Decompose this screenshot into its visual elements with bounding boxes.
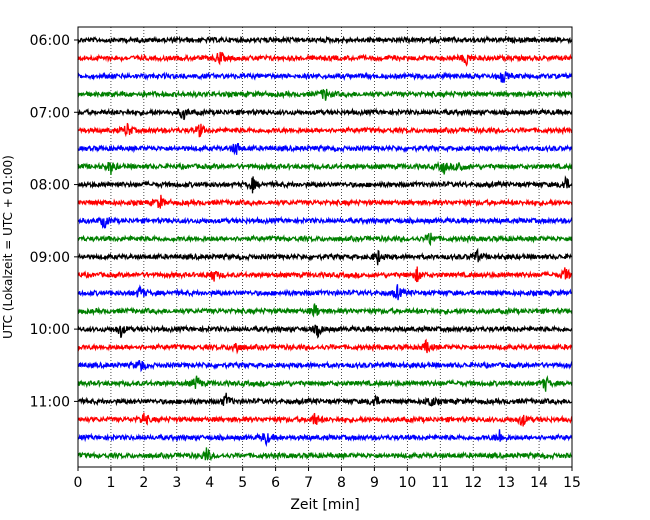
x-tick-label: 0	[74, 475, 83, 491]
x-tick-label: 15	[563, 475, 581, 491]
x-tick-label: 1	[106, 475, 115, 491]
x-tick-label: 2	[139, 475, 148, 491]
x-tick-label: 8	[337, 475, 346, 491]
x-axis: 0 1 2 3 4 5 6 7 8 9 10 11 12 13 14 15	[74, 467, 581, 491]
y-tick-label: 11:00	[30, 394, 70, 410]
trace-0600	[77, 34, 573, 45]
y-tick-label: 07:00	[30, 105, 70, 121]
trace-0945	[77, 303, 573, 318]
trace-0845	[77, 232, 573, 247]
x-axis-label: Zeit [min]	[290, 497, 359, 513]
trace-1130	[77, 429, 573, 448]
y-tick-label: 09:00	[30, 250, 70, 266]
trace-1030	[77, 359, 573, 373]
y-tick-label: 08:00	[30, 178, 70, 194]
y-axis-label: UTC (Lokalzeit = UTC + 01:00)	[1, 155, 15, 339]
trace-0930	[77, 284, 573, 301]
trace-1045	[77, 374, 573, 392]
trace-1015	[77, 338, 573, 355]
y-tick-label: 06:00	[30, 33, 70, 49]
grid-lines	[110, 27, 540, 467]
x-tick-label: 5	[238, 475, 247, 491]
x-tick-label: 4	[205, 475, 214, 491]
trace-0745	[77, 160, 573, 176]
x-tick-label: 9	[370, 475, 379, 491]
x-tick-label: 14	[530, 475, 548, 491]
trace-0800	[77, 175, 573, 194]
x-tick-label: 10	[398, 475, 416, 491]
x-tick-label: 7	[304, 475, 313, 491]
trace-1145	[77, 447, 573, 462]
trace-0615	[77, 51, 573, 67]
x-tick-label: 11	[431, 475, 449, 491]
x-tick-label: 13	[497, 475, 515, 491]
y-axis: 06:00 07:00 08:00 09:00 10:00 11:00	[30, 33, 78, 410]
trace-0830	[77, 215, 573, 229]
x-tick-label: 3	[172, 475, 181, 491]
trace-1000	[77, 324, 573, 339]
trace-0645	[77, 88, 573, 101]
trace-1115	[77, 412, 573, 427]
trace-0715	[77, 122, 573, 138]
trace-0915	[77, 266, 573, 283]
x-tick-label: 12	[464, 475, 482, 491]
x-tick-label: 6	[271, 475, 280, 491]
plot-frame	[77, 26, 573, 468]
seismogram-traces	[77, 34, 573, 462]
trace-0730	[77, 142, 573, 156]
trace-0815	[77, 194, 573, 209]
trace-0900	[77, 247, 573, 266]
y-tick-label: 10:00	[30, 322, 70, 338]
trace-0630	[77, 71, 573, 83]
trace-0700	[77, 107, 573, 121]
trace-1100	[77, 392, 573, 407]
